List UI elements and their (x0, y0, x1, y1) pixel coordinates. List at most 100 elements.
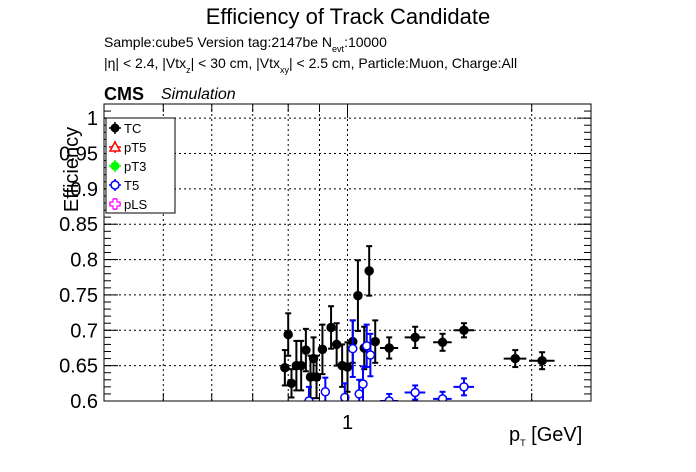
data-point-T5 (304, 385, 314, 401)
legend-marker (108, 140, 122, 152)
marker (304, 396, 314, 401)
marker (365, 350, 376, 360)
marker (364, 266, 374, 276)
data-point-TC (301, 327, 311, 373)
y-tick-label: 0.95 (59, 144, 98, 166)
marker (459, 382, 469, 392)
y-tick-label: 0.65 (59, 356, 98, 378)
data-point-TC (364, 245, 374, 297)
data-point-T5 (348, 319, 358, 378)
marker (317, 344, 328, 355)
marker (370, 336, 380, 347)
marker (537, 355, 547, 366)
legend-entry-T5: T5 (109, 178, 139, 193)
data-point-T5 (340, 382, 350, 401)
data-point-TC (311, 354, 322, 400)
legend-label: pT3 (124, 159, 146, 174)
marker (384, 396, 394, 401)
selection-info-line: |η| < 2.4, |Vtxz| < 30 cm, |Vtxxy| < 2.5… (104, 55, 518, 75)
legend-marker (109, 198, 121, 210)
selection-eta: |η| < 2.4, |Vtx (104, 55, 187, 71)
x-axis-label: pT [GeV] (509, 424, 583, 448)
marker (320, 387, 331, 397)
data-point-TC (296, 339, 306, 392)
vtx-xy-subscript: xy (279, 65, 289, 75)
data-point-TC (286, 368, 297, 399)
y-tick-label: 0.7 (70, 320, 98, 342)
legend-entry-TC: TC (109, 121, 141, 136)
marker (358, 379, 368, 389)
data-point-TC (317, 323, 328, 376)
legend-marker (110, 123, 120, 133)
marker (340, 392, 350, 401)
legend-label: pT5 (124, 140, 146, 155)
marker (311, 372, 322, 382)
sample-info-text: Sample:cube5 Version tag:2147be N (104, 34, 333, 50)
marker (410, 332, 420, 343)
data-point-T5 (453, 377, 475, 397)
y-tick-label: 0.8 (70, 250, 98, 272)
x-axis-label-main: p (509, 424, 521, 446)
data-point-TC (353, 259, 363, 332)
data-point-TC (326, 305, 336, 350)
marker (296, 360, 306, 371)
marker (342, 362, 353, 372)
marker (348, 343, 358, 354)
marker (326, 322, 336, 333)
data-point-TC (529, 351, 555, 371)
legend-entry-pT5: pT5 (108, 140, 146, 155)
marker (283, 329, 293, 340)
data-point-TC (404, 325, 426, 349)
series-T5 (304, 319, 475, 401)
y-tick-label: 1 (87, 108, 98, 130)
data-point-T5 (365, 332, 376, 378)
marker (280, 363, 290, 373)
legend: TC pT5 pT3 T5 pLS (105, 117, 176, 214)
data-point-T5 (404, 384, 426, 401)
plot-title: Efficiency of Track Candidate (205, 4, 491, 29)
axes: 0.6 0.65 0.7 0.75 0.8 0.85 0.9 0.95 1 1 (59, 103, 592, 434)
y-tick-label: 0.9 (70, 179, 98, 201)
legend-label: TC (124, 121, 141, 136)
marker (301, 345, 311, 355)
legend-marker (110, 161, 120, 171)
sample-info-line: Sample:cube5 Version tag:2147be Nevt:100… (104, 34, 387, 54)
data-point-T5 (433, 390, 452, 401)
marker (437, 337, 448, 348)
data-point-T5 (320, 376, 331, 401)
marker (410, 387, 420, 398)
data-point-T5 (361, 323, 372, 369)
cms-label: CMS (104, 84, 144, 104)
plot-frame (103, 103, 592, 402)
selection-vtx-z: | < 30 cm, |Vtx (190, 55, 280, 71)
data-point-T5 (358, 365, 368, 401)
y-tick-label: 0.75 (59, 285, 98, 307)
data-point-TC (503, 349, 527, 369)
data-point-TC (453, 322, 475, 339)
nevt-value: :10000 (344, 34, 387, 50)
selection-rest: | < 2.5 cm, Particle:Muon, Charge:All (288, 55, 518, 71)
marker (353, 290, 363, 301)
legend-entry-pLS: pLS (109, 197, 147, 212)
legend-marker (110, 180, 120, 190)
legend-label: pLS (124, 197, 147, 212)
legend-label: T5 (124, 178, 139, 193)
vtx-z-subscript: z (186, 65, 191, 75)
data-point-T5 (379, 392, 399, 401)
data-point-TC (370, 319, 380, 364)
marker (437, 394, 448, 401)
y-tick-label: 0.85 (59, 214, 98, 236)
data-point-TC (433, 332, 452, 352)
x-tick-label: 1 (342, 412, 353, 434)
legend-entry-pT3: pT3 (109, 159, 146, 174)
marker (510, 353, 521, 364)
simulation-label: Simulation (161, 86, 236, 103)
nevt-subscript: evt (332, 44, 345, 54)
data-points (280, 245, 555, 401)
data-point-TC (280, 349, 290, 387)
x-axis-label-sub: T (520, 438, 526, 448)
marker (384, 343, 394, 353)
x-axis-label-unit: [GeV] (525, 424, 583, 446)
marker (459, 325, 469, 336)
